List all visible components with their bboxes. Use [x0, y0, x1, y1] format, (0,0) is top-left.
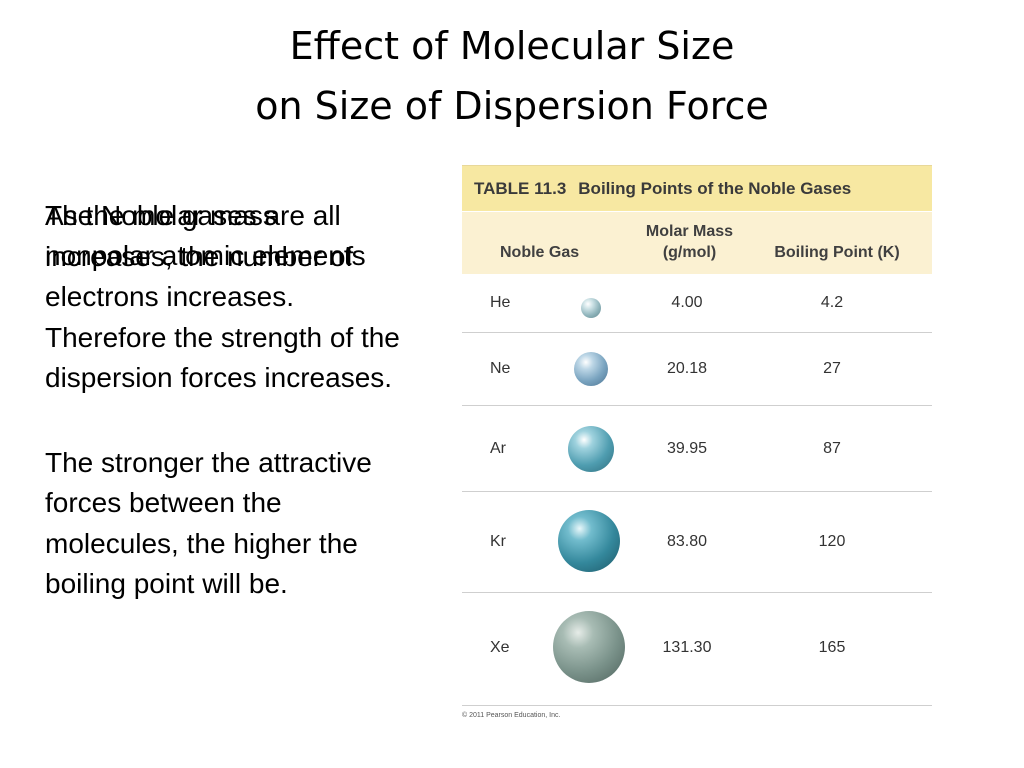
helium-sphere-icon — [581, 298, 601, 318]
paragraph-boiling-point: The stronger the attractive forces betwe… — [45, 446, 372, 600]
table-row: Kr 83.80 120 — [462, 492, 932, 593]
table-header: Noble Gas Molar Mass (g/mol) Boiling Poi… — [462, 211, 932, 274]
gas-symbol: Kr — [490, 533, 506, 550]
gas-symbol: Xe — [490, 639, 510, 656]
table-row: He 4.00 4.2 — [462, 274, 932, 333]
title-line-1: Effect of Molecular Size — [289, 24, 735, 68]
copyright-notice: © 2011 Pearson Education, Inc. — [462, 712, 561, 719]
gas-symbol: He — [490, 294, 511, 311]
overlapping-text: The Noble gases are all nonpolar atomic … — [45, 200, 366, 271]
noble-gas-table: TABLE 11.3 Boiling Points of the Noble G… — [462, 165, 932, 719]
table-caption-text: Boiling Points of the Noble Gases — [578, 178, 852, 198]
molar-mass-value: 4.00 — [671, 294, 703, 311]
xenon-sphere-icon — [553, 611, 625, 683]
boiling-point-value: 87 — [823, 440, 841, 457]
gas-symbol: Ne — [490, 360, 511, 377]
table-number: TABLE 11.3 — [474, 178, 567, 198]
title-line-2: on Size of Dispersion Force — [255, 84, 769, 128]
molar-mass-value: 39.95 — [666, 440, 708, 457]
krypton-sphere-icon — [558, 510, 620, 572]
table-caption: TABLE 11.3 Boiling Points of the Noble G… — [462, 165, 932, 211]
molar-mass-value: 131.30 — [662, 639, 712, 656]
molar-mass-value: 83.80 — [666, 533, 708, 550]
boiling-point-value: 4.2 — [820, 294, 844, 311]
table-row: Ar 39.95 87 — [462, 406, 932, 492]
boiling-point-value: 165 — [818, 639, 846, 656]
header-molar-mass: Molar Mass (g/mol) — [645, 223, 734, 261]
slide-title: Effect of Molecular Size on Size of Disp… — [0, 16, 1024, 136]
molar-mass-value: 20.18 — [666, 360, 708, 377]
body-text: As the molar mass increases, the number … — [45, 196, 405, 649]
gas-symbol: Ar — [490, 440, 506, 457]
header-boiling-point: Boiling Point (K) — [774, 244, 900, 261]
boiling-point-value: 120 — [818, 533, 846, 550]
table-row: Ne 20.18 27 — [462, 333, 932, 406]
argon-sphere-icon — [568, 426, 614, 472]
header-noble-gas: Noble Gas — [500, 244, 580, 261]
neon-sphere-icon — [574, 352, 608, 386]
table-row: Xe 131.30 165 — [462, 593, 932, 706]
paragraph-molar-mass: As the molar mass increases, the number … — [45, 200, 400, 393]
boiling-point-value: 27 — [823, 360, 841, 377]
